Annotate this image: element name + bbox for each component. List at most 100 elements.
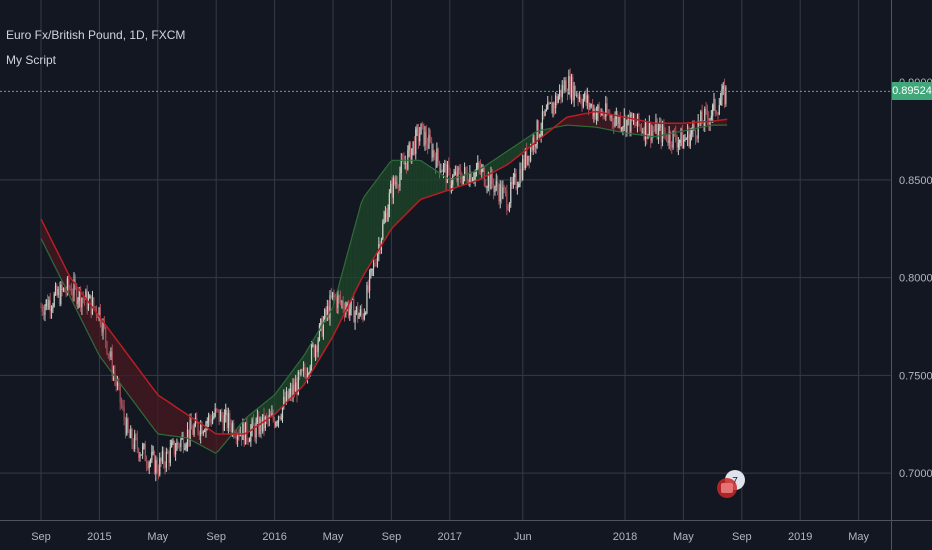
candle-body [52,306,54,309]
candle-body [204,431,206,433]
candle-body [511,181,513,185]
candle-body [229,413,231,426]
candle-body [651,130,653,141]
candle-body [706,109,709,118]
ribbon-segment [675,123,679,133]
ribbon-segment [158,395,162,435]
symbol-title[interactable]: Euro Fx/British Pound, 1D, FXCM [6,28,186,42]
candle-body [487,175,489,188]
candle-body [66,278,68,293]
candle-body [58,289,61,305]
candle-body [169,447,171,463]
candle-body [202,431,204,434]
candle-body [680,129,682,141]
ribbon-segment [435,170,439,195]
ribbon-segment [95,311,99,354]
candle-body [70,288,72,295]
candle-body [453,174,455,176]
x-tick-label: 2019 [788,531,812,543]
candle-body [184,448,186,450]
time-axis[interactable]: Sep 2015 May Sep 2016 May Sep 2017 Jun 2018 May Sep… [31,531,869,543]
candle-body [240,432,243,441]
ribbon-segment [512,145,516,161]
candle-body [136,437,138,449]
ribbon-segment [89,303,93,342]
ribbon-segment [209,429,213,452]
candle-body [333,292,335,296]
candle-body [504,188,507,191]
ribbon-segment [521,139,525,154]
candle-body [403,159,405,165]
candle-body [119,384,121,403]
candle-body [231,423,233,433]
candle-body [198,432,200,437]
candle-body [234,435,236,437]
ribbon-segment [364,193,367,275]
candle-body [110,351,112,357]
candle-body [409,143,412,162]
candle-body [639,125,641,127]
candle-body [306,373,309,379]
ribbon-segment [712,120,716,126]
indicator-title[interactable]: My Script [6,53,57,67]
candle-body [76,285,78,304]
ribbon-segment [412,160,416,208]
candle-body [223,415,226,431]
candle-body [173,440,175,455]
ribbon-segment [332,297,336,337]
candle-body [516,187,518,189]
candle-body [363,313,365,320]
candle-body [523,159,525,169]
candle-body [679,140,681,143]
candle-body [400,159,402,174]
candle-body [425,132,427,145]
candle-body [445,164,447,183]
ribbon-segment [527,135,530,150]
candle-body [168,453,170,463]
candle-body [578,96,581,100]
ribbon-segment [498,155,502,170]
candle-body [372,263,375,269]
ribbon-segment [206,427,210,451]
candle-body [132,443,134,449]
ribbon-segment [495,157,499,171]
x-tick-label: May [848,531,869,543]
event-flag-icon[interactable] [717,478,737,498]
ribbon-segment [441,174,445,193]
candle-body [462,175,464,185]
candle-body [237,434,239,440]
candle-body [557,96,559,103]
candle-body [251,419,253,430]
ribbon-segment [509,147,513,163]
candle-body [153,452,156,474]
candle-body [597,105,599,114]
candle-body [628,114,631,132]
ribbon-segment [358,202,362,286]
candle-body [40,306,42,308]
ribbon-segment [721,119,725,126]
ribbon-segment [121,345,124,389]
candle-body [617,113,619,125]
candle-body [399,173,401,187]
moving-averages [40,110,728,454]
candle-body [230,425,232,433]
ribbon-segment [581,113,585,127]
ribbon-segment [584,113,588,127]
ribbon-segment [344,255,347,315]
candle-body [83,298,86,300]
ribbon-segment [155,391,159,435]
candle-body [650,122,652,141]
ribbon-segment [361,196,365,280]
candle-body [535,144,537,147]
candle-body [353,299,355,323]
candle-body [610,115,612,118]
ribbon-segment [429,166,433,197]
candle-body [41,307,43,313]
candle-body [247,439,249,442]
candle-body [93,297,95,307]
candle-body [543,111,545,116]
candle-body [45,299,47,307]
candle-body [279,416,281,419]
